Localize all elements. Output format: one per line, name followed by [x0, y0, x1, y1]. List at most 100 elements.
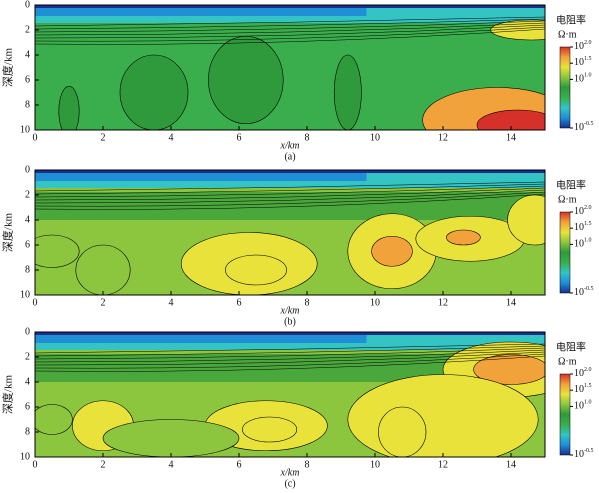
field-blob [208, 35, 284, 125]
x-tick-label: 2 [101, 459, 106, 470]
colorbar-title: 电阻率 [556, 178, 586, 191]
y-tick-label: 2 [25, 351, 30, 362]
x-tick-label: 4 [169, 132, 174, 143]
colorbar-tick-power: 2.0 [584, 367, 592, 373]
contour-line [35, 353, 545, 369]
x-tick-label: 10 [370, 132, 380, 143]
colorbar-tick-label: 101.5 [574, 384, 592, 396]
y-axis-label: 深度/km [1, 375, 15, 415]
colorbar-tick-base: 10 [574, 401, 584, 412]
contour-line [35, 22, 545, 36]
colorbar-tick-base: 10 [574, 57, 584, 68]
field-blob [35, 234, 80, 268]
field [35, 5, 545, 130]
surface-top [35, 5, 545, 8]
colorbar-tick-power: -0.5 [584, 121, 594, 127]
y-tick-label: 8 [25, 99, 30, 110]
y-tick-label: 6 [25, 401, 30, 412]
contour-line [35, 347, 545, 360]
x-tick-label: 10 [370, 297, 380, 308]
surface-layer [35, 8, 367, 16]
contour-line [35, 193, 545, 210]
y-tick-label: 0 [25, 0, 30, 10]
colorbar-tick-power: -0.5 [584, 286, 594, 292]
plot-frame [34, 169, 546, 296]
colorbar-tick-base: 10 [574, 239, 584, 250]
x-tick-label: 2 [101, 297, 106, 308]
x-axis-label: x/km [280, 305, 300, 316]
colorbar-tick-power: 1.0 [584, 73, 592, 79]
colorbar-tick-base: 10 [574, 222, 584, 233]
field-blob [347, 374, 539, 457]
field-blob [378, 406, 427, 457]
y-tick-label: 2 [25, 189, 30, 200]
colorbar-tick-base: 10 [574, 206, 584, 217]
x-tick-label: 8 [305, 297, 310, 308]
x-tick-label: 8 [305, 459, 310, 470]
field-blob [225, 254, 287, 286]
colorbar [559, 46, 571, 129]
surface-layer [35, 335, 367, 343]
caption: (b) [284, 316, 296, 327]
field-blob [119, 54, 189, 130]
field-blob [371, 235, 413, 267]
y-tick-label: 8 [25, 426, 30, 437]
colorbar-tick-power: 2.0 [584, 40, 592, 46]
colorbar-tick-power: -0.5 [584, 448, 594, 454]
x-tick-label: 4 [169, 459, 174, 470]
colorbar-tick-power: 1.0 [584, 238, 592, 244]
colorbar-tick-label: 102.0 [574, 367, 592, 379]
x-tick-label: 4 [169, 297, 174, 308]
y-tick-label: 4 [25, 49, 30, 60]
colorbar-unit: Ω·m [558, 356, 577, 367]
field-blob [476, 109, 545, 130]
plot-frame [34, 4, 546, 131]
contour-line [35, 26, 545, 42]
colorbar-tick-base: 10 [574, 287, 584, 298]
colorbar-unit: Ω·m [558, 29, 577, 40]
y-tick-label: 6 [25, 74, 30, 85]
x-tick-label: 0 [33, 297, 38, 308]
colorbar-title: 电阻率 [556, 13, 586, 26]
colorbar-title: 电阻率 [556, 340, 586, 353]
colorbar-tick-power: 1.0 [584, 400, 592, 406]
x-tick-label: 12 [438, 132, 448, 143]
x-tick-label: 12 [438, 297, 448, 308]
contour-line [35, 355, 545, 372]
colorbar-tick-power: 2.0 [584, 205, 592, 211]
colorbar-tick-power: 1.5 [584, 384, 592, 390]
contour-line [35, 28, 545, 45]
surface-layer [35, 173, 367, 181]
x-tick-label: 14 [506, 132, 516, 143]
y-tick-label: 10 [20, 124, 30, 135]
colorbar-tick-label: 10-0.5 [574, 286, 594, 298]
colorbar-tick-label: 102.0 [574, 205, 592, 217]
y-tick-label: 4 [25, 376, 30, 387]
field-blob [75, 244, 131, 295]
x-tick-label: 12 [438, 459, 448, 470]
x-tick-label: 8 [305, 132, 310, 143]
y-axis-label: 深度/km [1, 48, 15, 88]
x-tick-label: 0 [33, 132, 38, 143]
x-axis-label: x/km [280, 467, 300, 478]
y-axis-label: 深度/km [1, 213, 15, 253]
caption: (a) [284, 151, 295, 162]
field [35, 332, 545, 457]
colorbar [559, 211, 571, 294]
colorbar-tick-base: 10 [574, 368, 584, 379]
contour-line [35, 185, 545, 198]
colorbar-tick-power: 1.5 [584, 222, 592, 228]
contour-line [35, 189, 545, 204]
y-tick-label: 8 [25, 264, 30, 275]
colorbar-tick-power: 1.5 [584, 57, 592, 63]
x-tick-label: 6 [237, 132, 242, 143]
colorbar-tick-label: 101.0 [574, 400, 592, 412]
y-tick-label: 0 [25, 164, 30, 175]
y-tick-label: 6 [25, 239, 30, 250]
field-blob [446, 229, 481, 246]
x-tick-label: 6 [237, 297, 242, 308]
colorbar-tick-base: 10 [574, 449, 584, 460]
contour-line [35, 351, 545, 366]
contour-line [35, 24, 545, 39]
